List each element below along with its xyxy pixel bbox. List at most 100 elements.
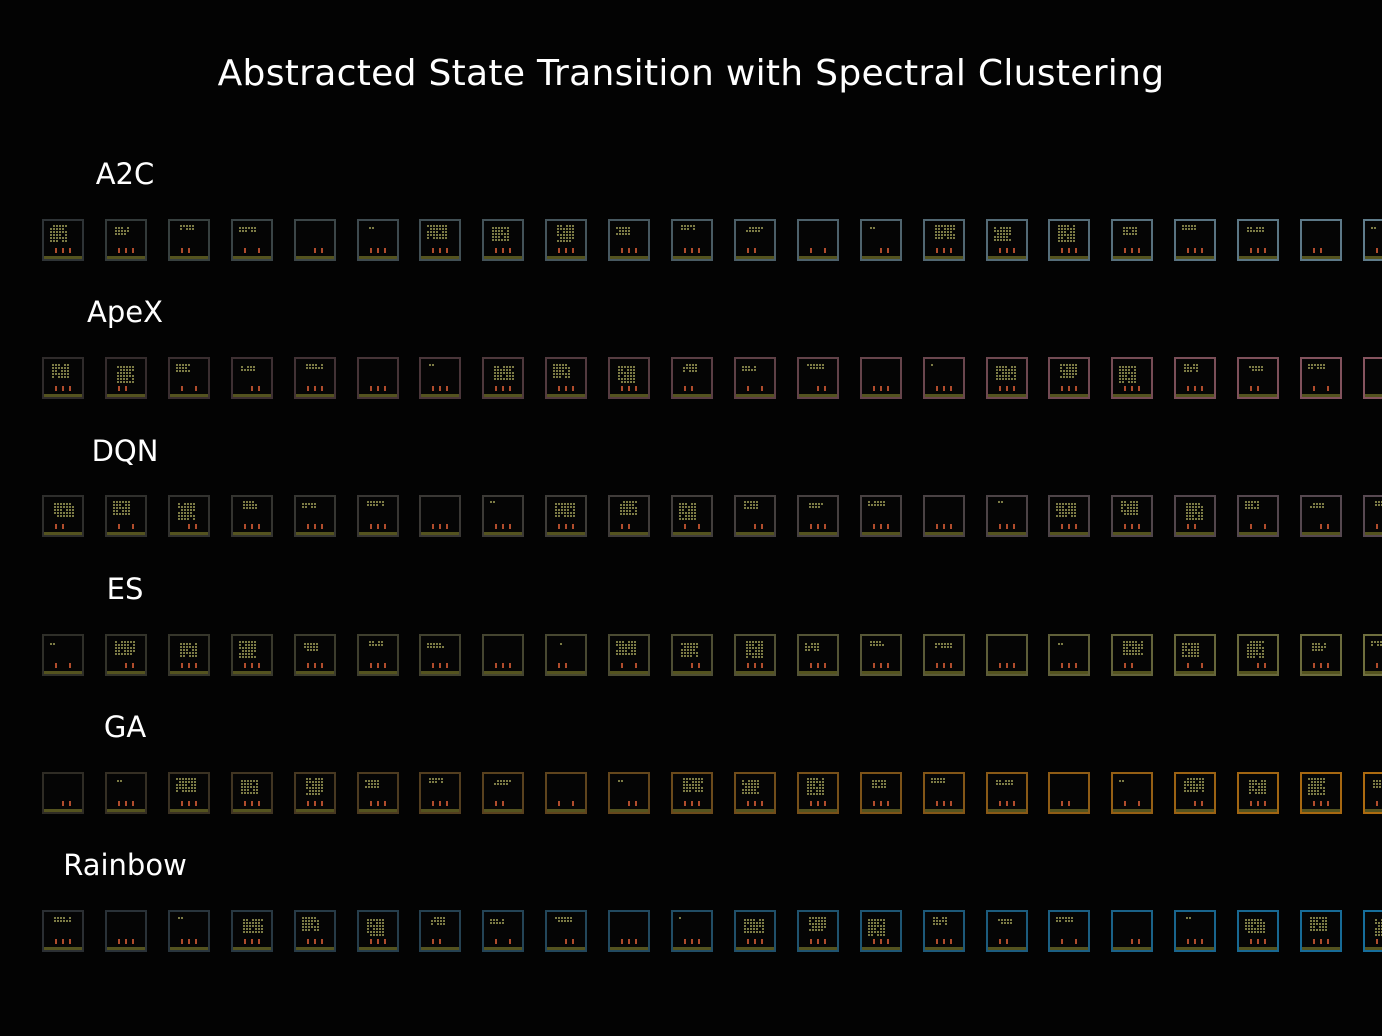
state-frame-thumbnail	[357, 357, 399, 399]
invader-grid	[113, 501, 130, 515]
shield-markers	[1061, 801, 1077, 806]
shield-markers	[307, 801, 323, 806]
invader-grid	[998, 501, 1003, 503]
ground-line	[547, 671, 585, 674]
state-frame-thumbnail	[357, 910, 399, 952]
ground-line	[359, 947, 397, 950]
ground-line	[296, 256, 334, 259]
shield-markers	[999, 524, 1015, 529]
shield-markers	[1061, 663, 1077, 668]
invader-grid	[1245, 501, 1259, 509]
ground-line	[1365, 809, 1382, 812]
state-frame-thumbnail	[1363, 357, 1382, 399]
ground-line	[484, 947, 522, 950]
state-frame-thumbnail	[168, 910, 210, 952]
invader-grid	[868, 919, 885, 936]
shield-markers	[1376, 524, 1382, 529]
shield-markers	[118, 248, 134, 253]
shield-markers	[432, 524, 448, 529]
ground-line	[233, 809, 271, 812]
state-frame-thumbnail	[1237, 357, 1279, 399]
state-frame-thumbnail	[1363, 219, 1382, 261]
invader-grid	[239, 227, 256, 232]
state-frame-thumbnail	[105, 357, 147, 399]
ground-line	[988, 809, 1026, 812]
invader-grid	[1058, 225, 1075, 242]
invader-grid	[557, 643, 562, 645]
shield-markers	[810, 939, 826, 944]
frame-strip-dqn	[0, 495, 1382, 541]
shield-markers	[118, 386, 134, 391]
ground-line	[484, 809, 522, 812]
invader-grid	[805, 643, 819, 651]
state-frame-thumbnail	[545, 357, 587, 399]
invader-grid	[809, 917, 826, 931]
shield-markers	[621, 663, 637, 668]
shield-markers	[432, 248, 448, 253]
shield-markers	[936, 939, 952, 944]
state-frame-thumbnail	[105, 495, 147, 537]
ground-line	[1176, 256, 1214, 259]
ground-line	[107, 947, 145, 950]
state-frame-thumbnail	[923, 772, 965, 814]
ground-line	[170, 671, 208, 674]
state-frame-thumbnail	[860, 634, 902, 676]
state-frame-thumbnail	[860, 772, 902, 814]
ground-line	[170, 809, 208, 812]
ground-line	[736, 671, 774, 674]
invader-grid	[1249, 366, 1263, 371]
ground-line	[862, 532, 900, 535]
invader-grid	[933, 917, 947, 925]
state-frame-thumbnail	[608, 634, 650, 676]
page-title: Abstracted State Transition with Spectra…	[217, 53, 1165, 94]
state-frame-thumbnail	[1048, 357, 1090, 399]
shield-markers	[244, 386, 260, 391]
invader-grid	[1247, 641, 1264, 658]
ground-line	[610, 256, 648, 259]
ground-line	[1239, 671, 1277, 674]
ground-line	[799, 809, 837, 812]
shield-markers	[936, 663, 952, 668]
state-frame-thumbnail	[231, 772, 273, 814]
ground-line	[862, 671, 900, 674]
ground-line	[233, 532, 271, 535]
shield-markers	[495, 248, 511, 253]
state-frame-thumbnail	[860, 219, 902, 261]
invader-grid	[239, 641, 256, 658]
ground-line	[107, 671, 145, 674]
state-frame-thumbnail	[42, 495, 84, 537]
ground-line	[296, 532, 334, 535]
state-frame-thumbnail	[482, 910, 524, 952]
shield-markers	[1313, 801, 1329, 806]
shield-markers	[1124, 248, 1140, 253]
invader-grid	[1119, 780, 1124, 782]
shield-markers	[370, 801, 386, 806]
state-frame-thumbnail	[294, 634, 336, 676]
shield-markers	[558, 801, 574, 806]
ground-line	[799, 256, 837, 259]
shield-markers	[810, 801, 826, 806]
state-frame-thumbnail	[986, 634, 1028, 676]
shield-markers	[1250, 939, 1266, 944]
ground-line	[359, 394, 397, 397]
state-frame-thumbnail	[294, 495, 336, 537]
ground-line	[107, 394, 145, 397]
shield-markers	[181, 248, 197, 253]
ground-line	[421, 947, 459, 950]
invader-grid	[1312, 643, 1326, 651]
shield-markers	[621, 939, 637, 944]
state-frame-thumbnail	[42, 772, 84, 814]
shield-markers	[1376, 801, 1382, 806]
shield-markers	[810, 663, 826, 668]
shield-markers	[936, 524, 952, 529]
ground-line	[862, 256, 900, 259]
shield-markers	[810, 248, 826, 253]
shield-markers	[621, 248, 637, 253]
ground-line	[1113, 532, 1151, 535]
state-frame-thumbnail	[1174, 357, 1216, 399]
shield-markers	[432, 939, 448, 944]
invader-grid	[935, 225, 955, 239]
ground-line	[1302, 532, 1340, 535]
invader-grid	[304, 643, 318, 651]
state-frame-thumbnail	[671, 357, 713, 399]
